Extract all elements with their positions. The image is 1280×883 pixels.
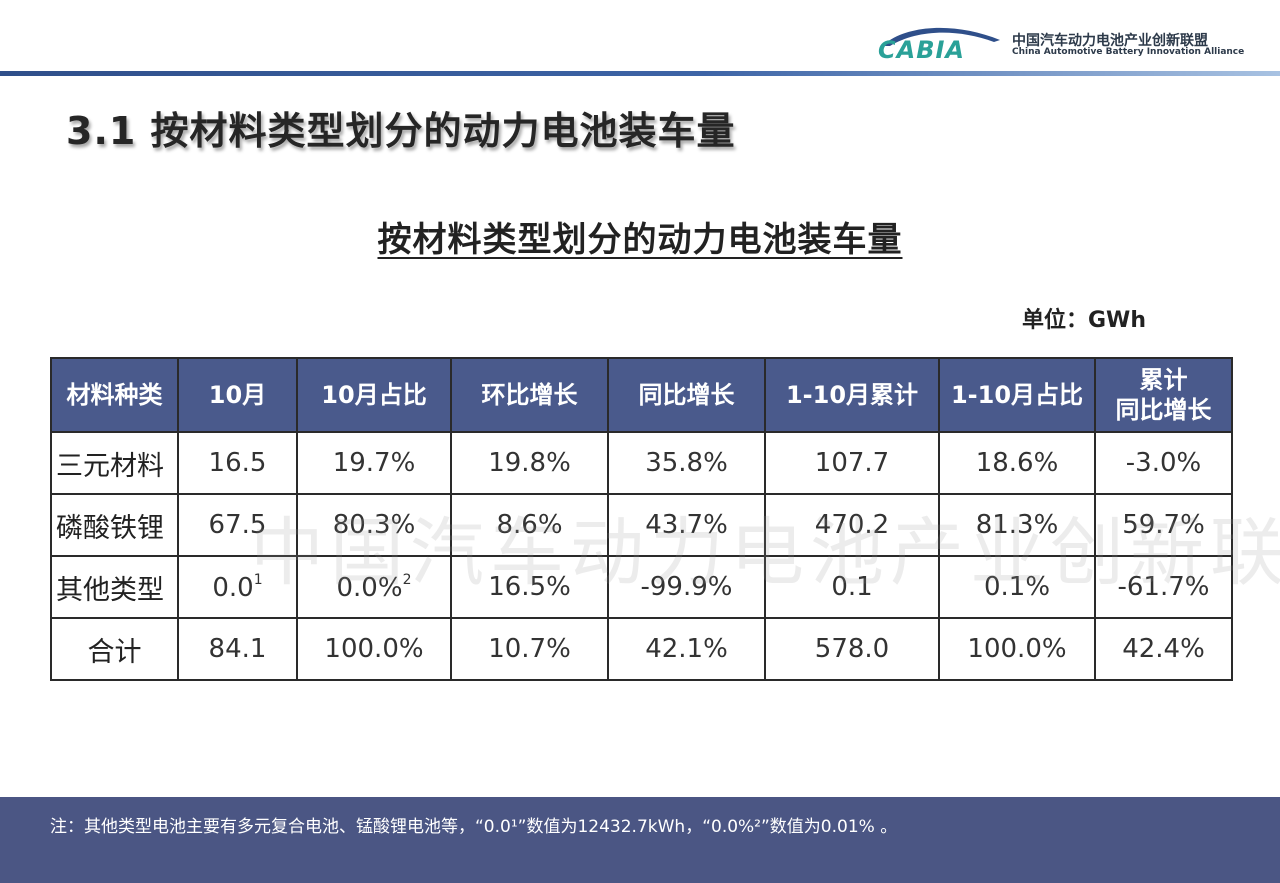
cell-ytd-yoy: -61.7% bbox=[1094, 555, 1233, 619]
cell-ytd-yoy: 59.7% bbox=[1094, 493, 1233, 557]
cell-oct-share-value: 0.0% bbox=[336, 572, 403, 603]
cell-oct: 84.1 bbox=[177, 617, 298, 681]
footer-band bbox=[0, 797, 1280, 883]
col-header-material: 材料种类 bbox=[50, 357, 179, 433]
row-label: 其他类型 bbox=[50, 555, 179, 619]
cell-mom: 10.7% bbox=[450, 617, 609, 681]
cell-oct-share: 0.0%2 bbox=[296, 555, 452, 619]
cabia-logo-icon: CABIA bbox=[878, 27, 1000, 60]
footnote-marker-1: 1 bbox=[253, 571, 263, 588]
cell-oct-share: 80.3% bbox=[296, 493, 452, 557]
col-header-ytd-yoy-line1: 累计 bbox=[1139, 366, 1188, 394]
cell-ytd: 470.2 bbox=[764, 493, 940, 557]
cell-yoy: 35.8% bbox=[607, 431, 766, 495]
col-header-oct-share: 10月占比 bbox=[296, 357, 452, 433]
col-header-ytd: 1-10月累计 bbox=[764, 357, 940, 433]
cell-mom: 19.8% bbox=[450, 431, 609, 495]
cell-oct-share: 100.0% bbox=[296, 617, 452, 681]
cell-mom: 16.5% bbox=[450, 555, 609, 619]
cell-yoy: -99.9% bbox=[607, 555, 766, 619]
cell-mom: 8.6% bbox=[450, 493, 609, 557]
cell-yoy: 43.7% bbox=[607, 493, 766, 557]
table-row: 三元材料 16.5 19.7% 19.8% 35.8% 107.7 18.6% … bbox=[50, 431, 1233, 495]
cell-ytd-share: 81.3% bbox=[938, 493, 1096, 557]
col-header-mom: 环比增长 bbox=[450, 357, 609, 433]
table-row: 磷酸铁锂 67.5 80.3% 8.6% 43.7% 470.2 81.3% 5… bbox=[50, 493, 1233, 557]
cell-ytd-share: 100.0% bbox=[938, 617, 1096, 681]
cell-oct-share: 19.7% bbox=[296, 431, 452, 495]
cell-oct-value: 0.0 bbox=[212, 572, 254, 603]
table-row-total: 合计 84.1 100.0% 10.7% 42.1% 578.0 100.0% … bbox=[50, 617, 1233, 681]
col-header-oct: 10月 bbox=[177, 357, 298, 433]
org-name-cn: 中国汽车动力电池产业创新联盟 bbox=[1012, 33, 1208, 49]
cell-ytd-yoy: 42.4% bbox=[1094, 617, 1233, 681]
table-title-container: 按材料类型划分的动力电池装车量 bbox=[0, 212, 1280, 261]
cell-yoy: 42.1% bbox=[607, 617, 766, 681]
col-header-ytd-yoy-line2: 同比增长 bbox=[1115, 396, 1212, 424]
row-label: 合计 bbox=[50, 617, 179, 681]
slide-title: 3.1 按材料类型划分的动力电池装车量 bbox=[66, 109, 736, 153]
cell-ytd-share: 0.1% bbox=[938, 555, 1096, 619]
cell-oct: 0.01 bbox=[177, 555, 298, 619]
col-header-yoy: 同比增长 bbox=[607, 357, 766, 433]
col-header-ytd-yoy: 累计 同比增长 bbox=[1094, 357, 1233, 433]
cell-oct: 16.5 bbox=[177, 431, 298, 495]
battery-material-table: 材料种类 10月 10月占比 环比增长 同比增长 1-10月累计 1-10月占比… bbox=[50, 357, 1233, 681]
header-divider bbox=[0, 71, 1280, 76]
org-name-en: China Automotive Battery Innovation Alli… bbox=[1012, 47, 1245, 57]
col-header-ytd-share: 1-10月占比 bbox=[938, 357, 1096, 433]
cell-ytd: 578.0 bbox=[764, 617, 940, 681]
svg-text:CABIA: CABIA bbox=[878, 36, 965, 60]
table-header-row: 材料种类 10月 10月占比 环比增长 同比增长 1-10月累计 1-10月占比… bbox=[50, 357, 1233, 433]
cell-ytd: 107.7 bbox=[764, 431, 940, 495]
unit-label: 单位：GWh bbox=[1022, 308, 1146, 333]
cell-ytd-yoy: -3.0% bbox=[1094, 431, 1233, 495]
table-title: 按材料类型划分的动力电池装车量 bbox=[377, 220, 903, 260]
row-label: 磷酸铁锂 bbox=[50, 493, 179, 557]
table-row: 其他类型 0.01 0.0%2 16.5% -99.9% 0.1 0.1% -6… bbox=[50, 555, 1233, 619]
cell-ytd-share: 18.6% bbox=[938, 431, 1096, 495]
footnote-marker-2: 2 bbox=[402, 571, 412, 588]
cell-ytd: 0.1 bbox=[764, 555, 940, 619]
row-label: 三元材料 bbox=[50, 431, 179, 495]
footer-note: 注：其他类型电池主要有多元复合电池、锰酸锂电池等，“0.0¹”数值为12432.… bbox=[50, 817, 898, 837]
cell-oct: 67.5 bbox=[177, 493, 298, 557]
header-band bbox=[0, 0, 1280, 72]
